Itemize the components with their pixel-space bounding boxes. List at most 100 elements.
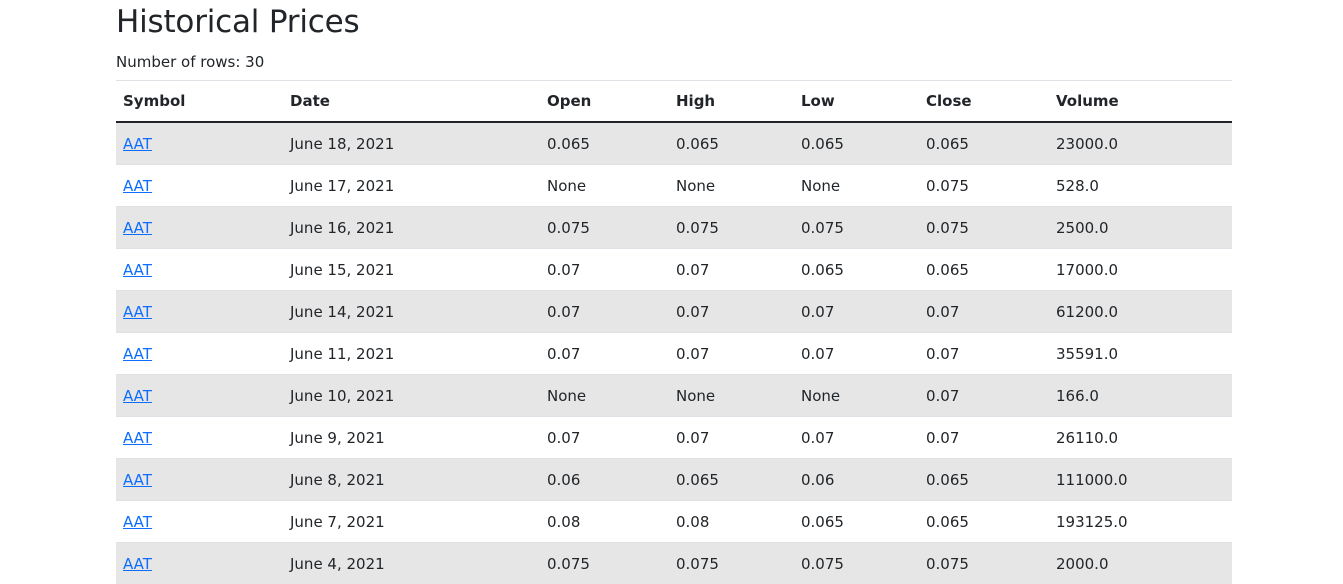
cell-volume: 17000.0: [1049, 249, 1232, 291]
cell-close: 0.065: [919, 122, 1049, 165]
symbol-link[interactable]: AAT: [123, 471, 152, 489]
cell-volume: 26110.0: [1049, 417, 1232, 459]
cell-volume: 111000.0: [1049, 459, 1232, 501]
cell-low: None: [794, 375, 919, 417]
cell-close: 0.075: [919, 165, 1049, 207]
cell-open: 0.075: [540, 207, 669, 249]
cell-open: None: [540, 165, 669, 207]
symbol-link[interactable]: AAT: [123, 513, 152, 531]
cell-high: None: [669, 165, 794, 207]
symbol-link[interactable]: AAT: [123, 177, 152, 195]
symbol-link[interactable]: AAT: [123, 387, 152, 405]
symbol-link[interactable]: AAT: [123, 555, 152, 573]
header-close: Close: [919, 81, 1049, 123]
cell-symbol: AAT: [116, 291, 283, 333]
cell-high: 0.065: [669, 122, 794, 165]
cell-low: 0.07: [794, 417, 919, 459]
cell-volume: 2000.0: [1049, 543, 1232, 584]
cell-high: 0.07: [669, 249, 794, 291]
symbol-link[interactable]: AAT: [123, 219, 152, 237]
cell-high: 0.08: [669, 501, 794, 543]
cell-volume: 61200.0: [1049, 291, 1232, 333]
cell-symbol: AAT: [116, 543, 283, 584]
row-count: Number of rows: 30: [116, 52, 1232, 80]
cell-open: 0.07: [540, 249, 669, 291]
symbol-link[interactable]: AAT: [123, 261, 152, 279]
cell-open: 0.065: [540, 122, 669, 165]
cell-date: June 10, 2021: [283, 375, 540, 417]
cell-high: 0.065: [669, 459, 794, 501]
symbol-link[interactable]: AAT: [123, 345, 152, 363]
cell-low: 0.065: [794, 122, 919, 165]
header-symbol: Symbol: [116, 81, 283, 123]
cell-symbol: AAT: [116, 333, 283, 375]
cell-volume: 23000.0: [1049, 122, 1232, 165]
cell-symbol: AAT: [116, 417, 283, 459]
header-row: Symbol Date Open High Low Close Volume: [116, 81, 1232, 123]
cell-open: 0.07: [540, 291, 669, 333]
cell-symbol: AAT: [116, 459, 283, 501]
cell-volume: 528.0: [1049, 165, 1232, 207]
cell-low: 0.06: [794, 459, 919, 501]
header-volume: Volume: [1049, 81, 1232, 123]
cell-high: None: [669, 375, 794, 417]
prices-table: Symbol Date Open High Low Close Volume A…: [116, 80, 1232, 584]
header-open: Open: [540, 81, 669, 123]
cell-close: 0.075: [919, 207, 1049, 249]
cell-volume: 166.0: [1049, 375, 1232, 417]
cell-high: 0.07: [669, 291, 794, 333]
header-high: High: [669, 81, 794, 123]
cell-volume: 2500.0: [1049, 207, 1232, 249]
main-content: Historical Prices Number of rows: 30 Sym…: [116, 0, 1232, 584]
cell-date: June 4, 2021: [283, 543, 540, 584]
cell-symbol: AAT: [116, 501, 283, 543]
symbol-link[interactable]: AAT: [123, 135, 152, 153]
cell-date: June 16, 2021: [283, 207, 540, 249]
symbol-link[interactable]: AAT: [123, 429, 152, 447]
cell-date: June 11, 2021: [283, 333, 540, 375]
cell-high: 0.075: [669, 543, 794, 584]
cell-close: 0.065: [919, 501, 1049, 543]
header-low: Low: [794, 81, 919, 123]
page-title: Historical Prices: [116, 0, 1232, 40]
cell-high: 0.07: [669, 417, 794, 459]
cell-open: 0.06: [540, 459, 669, 501]
cell-high: 0.07: [669, 333, 794, 375]
cell-date: June 8, 2021: [283, 459, 540, 501]
cell-date: June 14, 2021: [283, 291, 540, 333]
cell-symbol: AAT: [116, 207, 283, 249]
cell-low: 0.07: [794, 291, 919, 333]
cell-close: 0.07: [919, 291, 1049, 333]
cell-low: 0.07: [794, 333, 919, 375]
cell-symbol: AAT: [116, 375, 283, 417]
cell-close: 0.075: [919, 543, 1049, 584]
table-header: Symbol Date Open High Low Close Volume: [116, 81, 1232, 123]
cell-date: June 9, 2021: [283, 417, 540, 459]
cell-date: June 7, 2021: [283, 501, 540, 543]
cell-high: 0.075: [669, 207, 794, 249]
cell-low: None: [794, 165, 919, 207]
cell-open: 0.075: [540, 543, 669, 584]
cell-symbol: AAT: [116, 165, 283, 207]
cell-open: 0.07: [540, 333, 669, 375]
cell-open: 0.08: [540, 501, 669, 543]
cell-close: 0.065: [919, 459, 1049, 501]
cell-close: 0.07: [919, 375, 1049, 417]
cell-low: 0.075: [794, 543, 919, 584]
cell-close: 0.07: [919, 417, 1049, 459]
symbol-link[interactable]: AAT: [123, 303, 152, 321]
cell-date: June 17, 2021: [283, 165, 540, 207]
cell-low: 0.065: [794, 249, 919, 291]
cell-low: 0.065: [794, 501, 919, 543]
cell-close: 0.07: [919, 333, 1049, 375]
